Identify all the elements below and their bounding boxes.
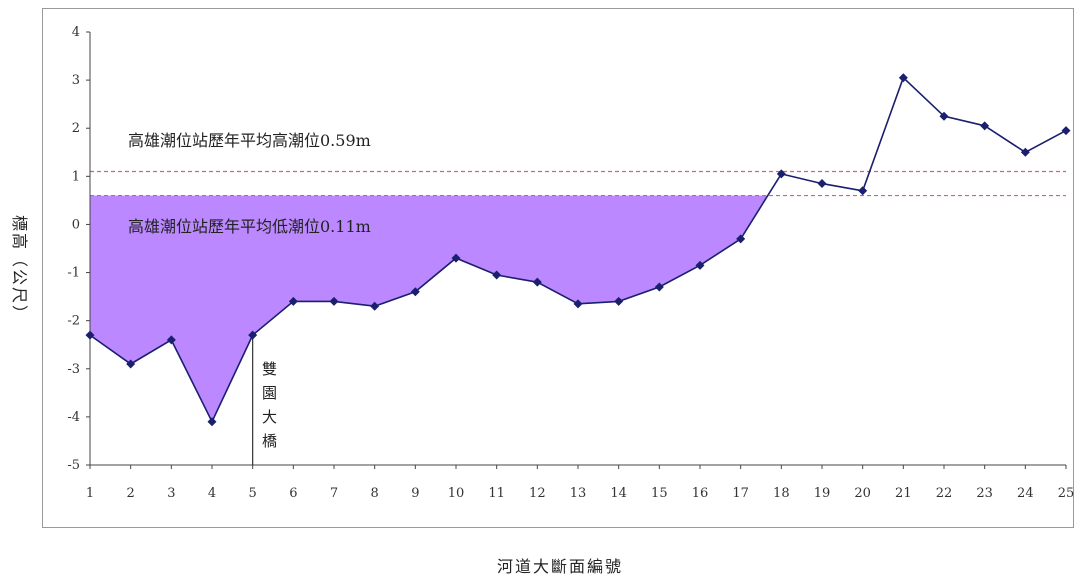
y-tick-label: -5 — [67, 458, 80, 473]
y-tick-label: -2 — [67, 314, 80, 329]
data-point — [492, 270, 502, 280]
x-tick-label: 9 — [411, 486, 419, 501]
x-tick-label: 2 — [127, 486, 135, 501]
bridge-label: 雙 園 大 橋 — [262, 360, 277, 450]
bridge-label-char: 大 — [262, 408, 277, 426]
data-point — [1020, 147, 1030, 157]
x-tick-label: 16 — [692, 486, 709, 501]
x-tick-label: 23 — [976, 486, 993, 501]
y-tick-label: -4 — [67, 410, 80, 425]
x-tick-label: 8 — [371, 486, 379, 501]
bridge-label-char: 橋 — [262, 432, 277, 450]
x-tick-label: 10 — [448, 486, 465, 501]
data-point — [532, 277, 542, 287]
y-tick-label: 4 — [72, 25, 80, 40]
data-point — [817, 179, 827, 189]
x-tick-label: 18 — [773, 486, 790, 501]
y-tick-label: -1 — [67, 266, 80, 281]
x-tick-label: 12 — [529, 486, 546, 501]
data-point — [654, 282, 664, 292]
data-point — [939, 111, 949, 121]
data-point — [898, 73, 908, 83]
x-tick-label: 20 — [854, 486, 871, 501]
y-tick-label: -3 — [67, 362, 80, 377]
y-axis-label: 標高（公尺） — [10, 215, 29, 323]
data-point — [370, 301, 380, 311]
data-point — [980, 121, 990, 131]
data-point — [858, 186, 868, 196]
x-tick-label: 5 — [249, 486, 257, 501]
x-tick-label: 11 — [488, 486, 505, 501]
data-point — [85, 330, 95, 340]
low-tide-label: 高雄潮位站歷年平均低潮位0.11m — [128, 217, 371, 236]
x-tick-label: 25 — [1058, 486, 1075, 501]
x-axis-label: 河道大斷面編號 — [497, 557, 623, 576]
x-tick-label: 19 — [814, 486, 831, 501]
x-tick-label: 21 — [895, 486, 912, 501]
data-point — [248, 330, 258, 340]
x-tick-label: 7 — [330, 486, 338, 501]
x-tick-label: 3 — [167, 486, 175, 501]
x-tick-label: 17 — [732, 486, 749, 501]
data-point — [410, 287, 420, 297]
data-point — [776, 169, 786, 179]
data-point — [614, 296, 624, 306]
data-point — [288, 296, 298, 306]
y-tick-label: 0 — [72, 217, 80, 232]
data-point — [695, 260, 705, 270]
data-point — [207, 417, 217, 427]
data-point — [736, 234, 746, 244]
y-tick-label: 3 — [72, 73, 80, 88]
x-tick-label: 6 — [289, 486, 297, 501]
x-tick-label: 1 — [86, 486, 94, 501]
x-tick-label: 14 — [610, 486, 627, 501]
x-tick-label: 15 — [651, 486, 668, 501]
data-point — [1061, 126, 1071, 136]
x-tick-label: 24 — [1017, 486, 1034, 501]
high-tide-label: 高雄潮位站歷年平均高潮位0.59m — [128, 131, 371, 150]
bridge-label-char: 雙 — [262, 360, 277, 378]
data-point — [126, 359, 136, 369]
y-tick-label: 2 — [72, 121, 80, 136]
x-tick-label: 22 — [936, 486, 953, 501]
data-point — [329, 296, 339, 306]
data-point — [451, 253, 461, 263]
data-point — [166, 335, 176, 345]
y-tick-label: 1 — [72, 169, 80, 184]
x-tick-label: 4 — [208, 486, 216, 501]
data-point — [573, 299, 583, 309]
bridge-label-char: 園 — [262, 384, 277, 402]
x-tick-label: 13 — [570, 486, 587, 501]
low-tide-fill-area — [90, 195, 768, 422]
